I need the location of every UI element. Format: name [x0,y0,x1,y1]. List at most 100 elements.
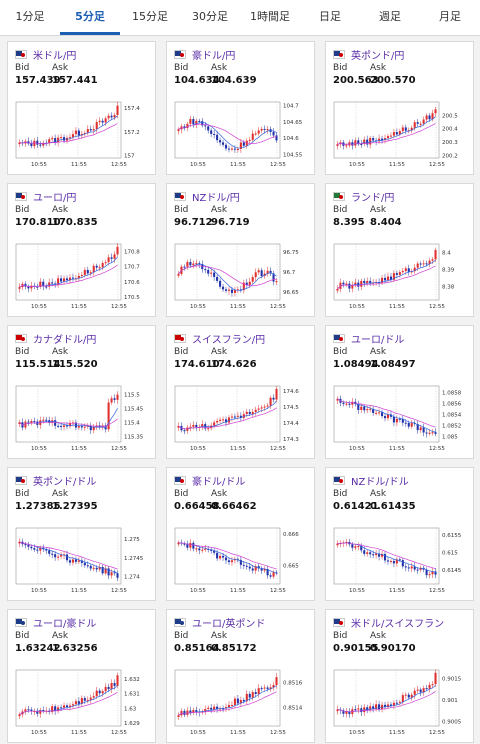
y-tick-label: 0.9005 [442,720,462,726]
candle [413,423,416,425]
rate-card[interactable]: ユーロ/英ポンド Bid 0.85164 Ask 0.85172 0.8516 0.8514… [166,609,315,743]
candle [224,707,228,709]
tab-5[interactable]: 日足 [319,10,341,23]
ask-value: 96.719 [211,217,250,228]
tab-6[interactable]: 週足 [379,10,401,23]
x-tick-label: 12:55 [429,588,445,594]
x-tick-label: 10:55 [349,588,365,594]
tab-3[interactable]: 30分足 [192,10,228,23]
candle [74,130,77,135]
ask-value: 0.66462 [211,501,257,512]
rate-card[interactable]: ユーロ/円 Bid 170.810 Ask 170.835 170.8 170.7 170.6… [7,183,156,317]
candle [60,555,63,557]
x-tick-label: 10:55 [349,162,365,168]
candle [216,552,219,559]
pair-title[interactable]: 英ポンド/円 [333,47,404,62]
tab-7[interactable]: 月足 [439,10,461,23]
tab-1[interactable]: 5分足 [60,0,120,35]
pair-title[interactable]: カナダドル/円 [15,331,96,346]
y-tick-label: 1.275 [124,537,140,543]
candle [389,560,392,562]
tab-4[interactable]: 1時間足 [250,10,290,23]
pair-name: ユーロ/ドル [351,334,405,346]
rate-card[interactable]: カナダドル/円 Bid 115.514 Ask 115.520 115.5 115.45 11… [7,325,156,459]
candle [224,419,228,423]
candle [272,132,275,136]
candle [401,271,404,273]
rate-card[interactable]: ランド/円 Bid 8.395 Ask 8.404 8.4 8.39 8.38 10:55 11:… [325,183,474,317]
rate-card[interactable]: 米ドル/円 Bid 157.439 Ask 157.441 157.4 157.2 157 10… [7,41,156,175]
candle [345,403,348,405]
y-tick-label: 170.7 [124,265,140,271]
candle [92,129,95,131]
candle [71,559,74,563]
candle [51,706,54,712]
y-tick-label: 1.632 [124,677,140,683]
candle [342,402,345,404]
candle [27,421,30,423]
candle [351,284,354,289]
pair-title[interactable]: NZドル/円 [174,189,240,204]
y-tick-label: 1.0856 [442,402,462,408]
rate-card[interactable]: スイスフラン/円 Bid 174.610 Ask 174.626 174.6 174.5 17… [166,325,315,459]
candle [242,142,245,146]
pair-title[interactable]: ランド/円 [333,189,394,204]
candle [116,573,119,578]
candle [413,267,416,272]
pair-title[interactable]: ユーロ/豪ドル [15,615,96,630]
moving-average-line [178,263,277,291]
candle [57,278,60,285]
bid-label: Bid [174,205,189,215]
y-tick-label: 1.63 [124,706,137,712]
candle [77,130,80,136]
rate-card[interactable]: 豪ドル/円 Bid 104.634 Ask 104.639 104.7 104.65 104.… [166,41,315,175]
rate-card[interactable]: 豪ドル/ドル Bid 0.66458 Ask 0.66462 0.666 0.665 10:5… [166,467,315,601]
candle [83,269,86,275]
pair-title[interactable]: 豪ドル/円 [174,47,235,62]
candle [360,143,363,145]
y-tick-label: 96.65 [283,290,299,296]
candle [269,687,272,689]
bid-value: 1.63242 [15,643,61,654]
tab-2[interactable]: 15分足 [132,10,168,23]
rate-card[interactable]: 英ポンド/円 Bid 200.563 Ask 200.570 200.5 200.4 200.… [325,41,474,175]
candle [92,696,95,698]
candle [239,559,242,565]
candle [266,270,269,274]
rate-card[interactable]: NZドル/ドル Bid 0.61421 Ask 0.61435 0.6155 0.615 0.… [325,467,474,601]
x-tick-label: 12:55 [111,588,127,594]
candle [354,546,357,548]
candle [89,697,92,700]
rate-card[interactable]: 米ドル/スイスフラン Bid 0.90155 Ask 0.90170 0.9015 0.90… [325,609,474,743]
rate-card[interactable]: ユーロ/豪ドル Bid 1.63242 Ask 1.63256 1.632 1.631 1.6… [7,609,156,743]
candle [110,683,113,690]
pair-title[interactable]: スイスフラン/円 [174,331,266,346]
pair-title[interactable]: ユーロ/英ポンド [174,615,265,630]
pair-name: スイスフラン/円 [192,334,266,346]
pair-title[interactable]: 英ポンド/ドル [15,473,96,488]
rate-card[interactable]: NZドル/円 Bid 96.712 Ask 96.719 96.75 96.7 96.65 10… [166,183,315,317]
rate-card[interactable]: ユーロ/ドル Bid 1.08494 Ask 1.08497 1.0858 1.0856 1.… [325,325,474,459]
candle [104,568,107,574]
candle [351,142,354,146]
tab-0[interactable]: 1分足 [15,10,45,23]
moving-average-line [337,398,436,428]
pair-title[interactable]: 米ドル/円 [15,47,76,62]
pair-title[interactable]: ユーロ/円 [15,189,77,204]
pair-title[interactable]: 豪ドル/ドル [174,473,245,488]
candle [392,560,395,564]
pair-title[interactable]: ユーロ/ドル [333,331,405,346]
rate-card[interactable]: 英ポンド/ドル Bid 1.27385 Ask 1.27395 1.275 1.2745 1.… [7,467,156,601]
candle [204,709,207,712]
candle [86,565,89,567]
candle [77,426,80,428]
candle [369,552,372,555]
pair-title[interactable]: NZドル/ドル [333,473,409,488]
y-tick-label: 115.45 [124,406,144,412]
candle [65,554,69,561]
pair-title[interactable]: 米ドル/スイスフラン [333,615,444,630]
candle [381,553,384,557]
flag-icon [15,333,27,343]
pair-name: ユーロ/円 [33,192,77,204]
candle [92,567,95,569]
